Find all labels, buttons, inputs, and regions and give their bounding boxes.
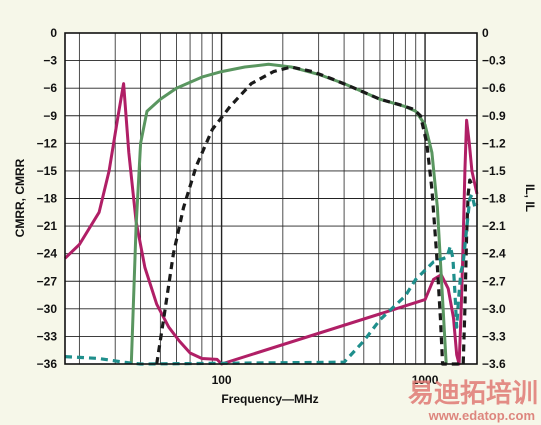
y-left-tick-label: −15 <box>37 164 58 178</box>
series-layer <box>63 62 479 366</box>
y-right-tick-label: −0.3 <box>482 54 506 68</box>
y-right-tick-label: −3.3 <box>482 329 506 343</box>
watermark-url: www.edatop.com <box>428 408 535 423</box>
y-right-tick-label: −2.7 <box>482 274 506 288</box>
y-right-tick-label: −0.9 <box>482 109 506 123</box>
y-right-tick-label: 0 <box>482 26 489 40</box>
y-left-tick-label: −24 <box>37 247 58 261</box>
series-line-3 <box>155 65 474 366</box>
y-right-tick-label: −2.1 <box>482 219 506 233</box>
x-tick-label: 100 <box>212 373 232 387</box>
x-axis-title: Frequency—MHz <box>221 392 318 406</box>
y-right-tick-label: −1.2 <box>482 136 506 150</box>
series-line-1 <box>63 82 479 366</box>
y-left-tick-label: 0 <box>50 26 57 40</box>
series-line-4 <box>64 193 479 366</box>
y-left-tick-label: −30 <box>37 302 58 316</box>
y-axis-left-title: CMRR, CMRR <box>13 158 27 237</box>
y-right-tick-label: −3.0 <box>482 302 506 316</box>
y-left-tick-label: −21 <box>37 219 58 233</box>
series-line-2 <box>129 62 448 365</box>
y-left-tick-label: −6 <box>43 81 57 95</box>
plot-frame <box>64 32 478 365</box>
watermark-chinese: 易迪拓培训 <box>408 379 538 409</box>
y-left-tick-label: −18 <box>37 192 58 206</box>
y-right-tick-label: −3.6 <box>482 357 506 371</box>
y-right-tick-label: −1.5 <box>482 164 506 178</box>
y-left-tick-label: −27 <box>37 274 58 288</box>
y-left-tick-label: −9 <box>43 109 57 123</box>
tick-labels: 0 −3 −6 −9 −12 −15 −18 −21 −24 −27 −30 −33 −36 0 −0.3 −… <box>37 26 506 387</box>
x-tick-label: 1000 <box>412 373 439 387</box>
y-right-tick-label: −1.8 <box>482 192 506 206</box>
y-left-tick-label: −33 <box>37 329 58 343</box>
y-right-tick-label: −0.6 <box>482 81 506 95</box>
y-left-tick-label: −36 <box>37 357 58 371</box>
y-axis-right-title: IL, IL <box>523 184 537 212</box>
y-left-tick-label: −12 <box>37 136 58 150</box>
y-left-tick-label: −3 <box>43 54 57 68</box>
y-right-tick-label: −2.4 <box>482 247 506 261</box>
